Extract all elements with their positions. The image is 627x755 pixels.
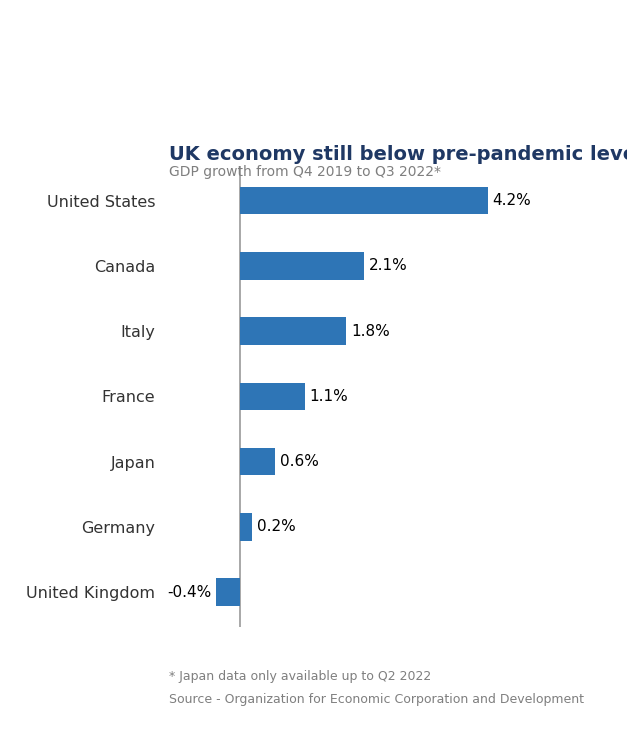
Text: 4.2%: 4.2% <box>492 193 531 208</box>
Bar <box>240 513 252 541</box>
Bar <box>240 383 305 410</box>
Text: 1.8%: 1.8% <box>351 324 389 339</box>
Bar <box>240 448 275 476</box>
Text: Source - Organization for Economic Corporation and Development: Source - Organization for Economic Corpo… <box>169 693 584 706</box>
Bar <box>240 317 346 345</box>
Text: GDP growth from Q4 2019 to Q3 2022*: GDP growth from Q4 2019 to Q3 2022* <box>169 165 441 179</box>
Bar <box>216 578 240 606</box>
Text: 1.1%: 1.1% <box>310 389 349 404</box>
Text: 0.6%: 0.6% <box>280 454 319 469</box>
Text: 2.1%: 2.1% <box>369 258 408 273</box>
Text: 0.2%: 0.2% <box>256 519 295 535</box>
Text: -0.4%: -0.4% <box>167 584 212 599</box>
Bar <box>240 187 488 214</box>
Text: * Japan data only available up to Q2 2022: * Japan data only available up to Q2 202… <box>169 670 431 683</box>
Text: UK economy still below pre-pandemic levels: UK economy still below pre-pandemic leve… <box>169 145 627 165</box>
Bar <box>240 252 364 279</box>
